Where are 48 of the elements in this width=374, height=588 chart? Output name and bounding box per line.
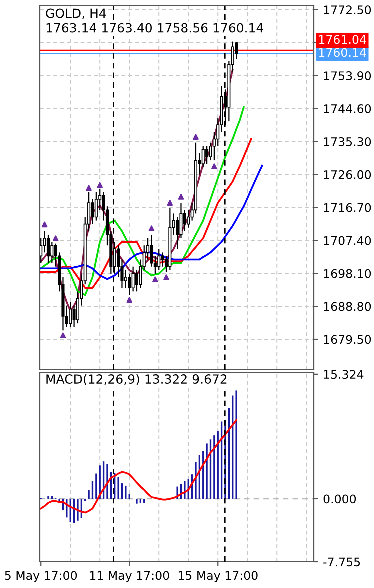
point [167,200,174,206]
chart-title: MACD(12,26,9) 13.322 9.672 [46,374,227,386]
y-tick-label: 1679.50 [324,335,372,344]
ref-line-label: 1760.14 [319,48,366,58]
candlestick [206,146,209,165]
point [152,276,158,283]
point [42,222,48,228]
x-tick-label: 5 May 17:00 [5,571,78,582]
y-tick-label: 15.324 [324,370,364,380]
ref-line-label: 1761.04 [319,35,366,44]
point [193,134,199,140]
y-tick-label: 0.000 [324,494,356,504]
y-tick-label: 1707.40 [324,236,372,246]
x-tick-label: 15 May 17:00 [178,571,258,582]
point [52,236,59,242]
candlestick [124,270,128,289]
y-tick-label: 1753.90 [324,72,372,80]
y-tick-label: 1735.30 [324,137,372,146]
y-tick-label: -7.755 [324,558,360,567]
point [212,164,218,170]
point [126,297,133,304]
y-tick-label: 1772.50 [324,6,372,15]
point [148,226,155,232]
candlestick [43,230,46,254]
candlestick [135,270,139,292]
candlestick [176,216,180,250]
y-tick-label: 1726.00 [324,170,372,180]
line-series [40,419,238,514]
point [164,274,170,280]
point [60,332,66,339]
candlestick [202,146,205,168]
point [178,194,184,200]
candlestick [46,234,50,264]
y-tick-label: 1716.70 [324,203,372,212]
line-series [40,164,264,280]
candlestick [94,192,98,222]
point [86,185,92,192]
candlestick [50,241,54,264]
y-tick-label: 1698.10 [324,269,372,278]
point [97,182,103,188]
candlestick [132,266,135,292]
candlestick [183,210,186,232]
y-tick-label: 1688.80 [324,302,372,312]
y-tick-label: 1744.60 [324,104,372,114]
text: 1763.14 1763.40 1758.56 1760.14 [46,23,264,33]
x-tick-label: 11 May 17:00 [90,571,170,582]
candlestick [91,198,94,225]
chart-title: GOLD, H4 [46,8,106,20]
